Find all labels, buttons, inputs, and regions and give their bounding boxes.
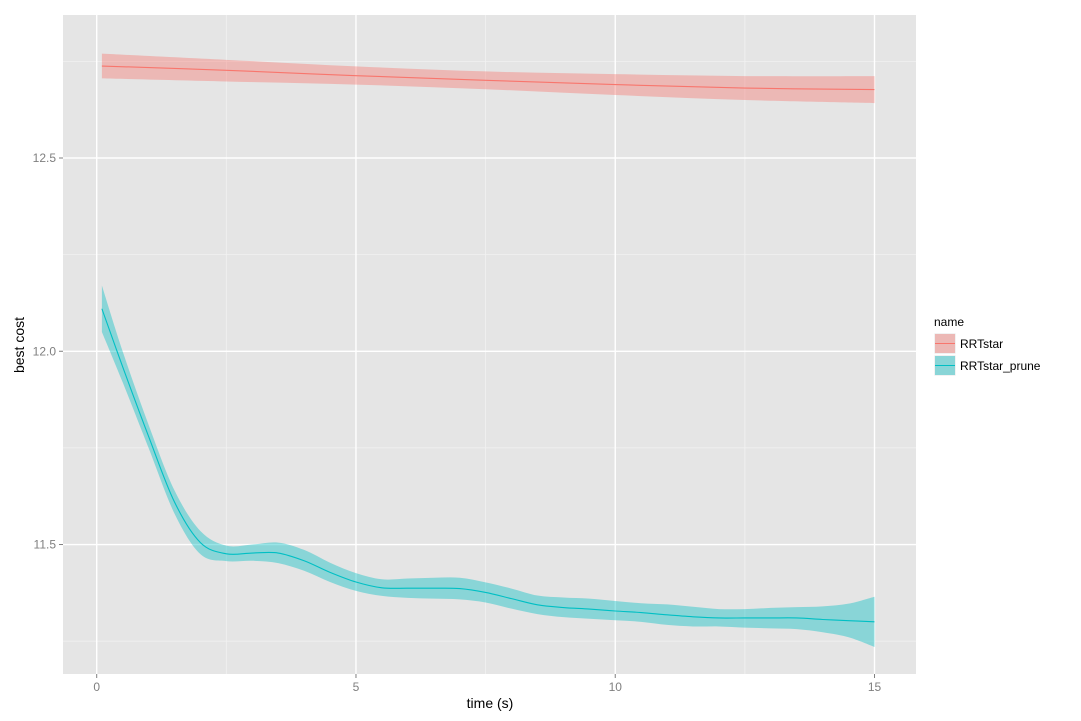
x-tick-label: 5 (353, 680, 360, 694)
confidence-ribbons (101, 53, 875, 647)
ribbon-RRTstar (101, 53, 875, 104)
legend-label: RRTstar (960, 337, 1003, 351)
x-tick-label: 15 (868, 680, 882, 694)
series-lines (101, 65, 875, 623)
plot-panel (63, 15, 916, 674)
major-gridlines (63, 15, 916, 674)
legend: name RRTstar RRTstar_prune (933, 315, 1041, 377)
x-tick-label: 0 (93, 680, 100, 694)
y-tick-label: 12.0 (33, 344, 57, 358)
minor-gridlines (63, 15, 916, 674)
y-axis: 11.5 12.0 12.5 (33, 151, 63, 552)
y-axis-title: best cost (11, 317, 27, 373)
series-line-RRTstar_prune (101, 308, 875, 623)
ribbon-RRTstar_prune (101, 285, 875, 647)
y-tick-label: 11.5 (34, 538, 57, 552)
x-tick-label: 10 (609, 680, 623, 694)
legend-title: name (934, 315, 964, 329)
y-tick-label: 12.5 (33, 151, 57, 165)
legend-label: RRTstar_prune (960, 359, 1041, 373)
x-axis-title: time (s) (467, 695, 514, 711)
x-axis: 0 5 10 15 (93, 674, 882, 694)
series-line-RRTstar (101, 65, 875, 91)
